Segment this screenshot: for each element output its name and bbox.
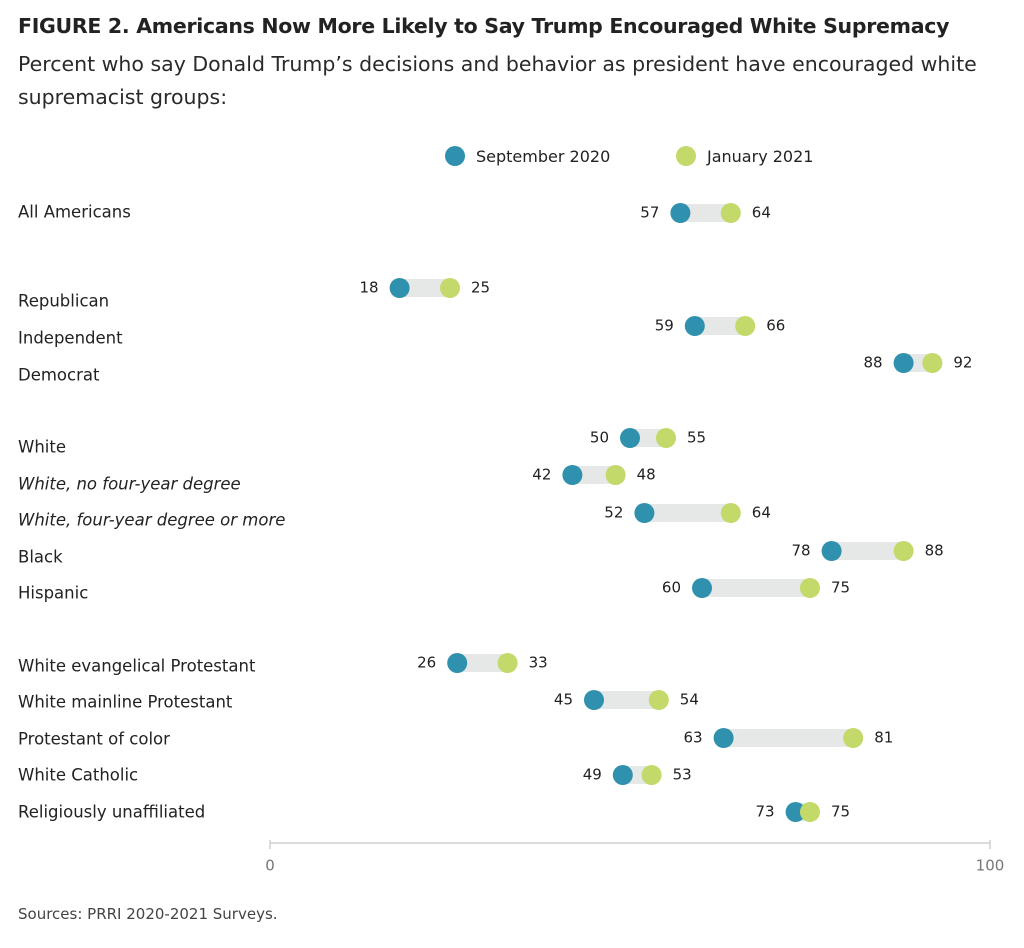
value-label-september-2020-protestant-of-color: 63 xyxy=(684,729,703,747)
row-label-black: Black xyxy=(18,548,63,567)
dot-january-2021-white xyxy=(656,428,676,448)
dot-january-2021-republican xyxy=(440,278,460,298)
value-label-january-2021-white-evangelical-protestant: 33 xyxy=(529,654,548,672)
legend-label-january-2021: January 2021 xyxy=(707,146,814,166)
range-bar-white-four-year-degree-or-more xyxy=(644,504,731,522)
legend-dot-september-2020 xyxy=(445,146,465,166)
row-label-religiously-unaffiliated: Religiously unaffiliated xyxy=(18,803,205,822)
row-label-white-four-year-degree-or-more: White, four-year degree or more xyxy=(18,511,285,530)
value-label-january-2021-white-four-year-degree-or-more: 64 xyxy=(752,504,771,522)
chart-title: FIGURE 2. Americans Now More Likely to S… xyxy=(18,14,950,38)
dot-january-2021-religiously-unaffiliated xyxy=(800,802,820,822)
dot-january-2021-hispanic xyxy=(800,578,820,598)
legend-item-january-2021: January 2021 xyxy=(676,143,813,169)
dot-january-2021-white-catholic xyxy=(641,765,662,785)
dot-september-2020-white-catholic xyxy=(612,765,633,785)
range-bar-protestant-of-color xyxy=(723,729,854,747)
row-label-all-americans: All Americans xyxy=(18,203,131,222)
value-label-january-2021-all-americans: 64 xyxy=(752,204,771,222)
dot-september-2020-independent xyxy=(684,316,705,336)
row-label-republican: Republican xyxy=(18,292,109,311)
value-label-september-2020-democrat: 88 xyxy=(864,354,883,372)
range-bar-white-mainline-protestant xyxy=(594,691,659,709)
value-label-september-2020-religiously-unaffiliated: 73 xyxy=(756,803,775,821)
dot-january-2021-all-americans xyxy=(720,203,741,223)
dot-january-2021-white-no-four-year-degree xyxy=(605,465,626,485)
dot-september-2020-hispanic xyxy=(692,578,712,598)
row-label-democrat: Democrat xyxy=(18,366,100,385)
value-label-january-2021-black: 88 xyxy=(925,542,944,560)
value-label-september-2020-white: 50 xyxy=(590,429,609,447)
x-tick-label-100: 100 xyxy=(976,857,1005,875)
value-label-september-2020-republican: 18 xyxy=(360,279,379,297)
dot-january-2021-protestant-of-color xyxy=(843,728,864,748)
value-label-september-2020-white-four-year-degree-or-more: 52 xyxy=(604,504,623,522)
value-label-january-2021-white-catholic: 53 xyxy=(673,766,692,784)
dot-september-2020-all-americans xyxy=(670,203,691,223)
legend-dot-january-2021 xyxy=(676,146,696,166)
value-label-september-2020-white-no-four-year-degree: 42 xyxy=(532,466,551,484)
value-label-january-2021-democrat: 92 xyxy=(953,354,972,372)
value-label-september-2020-all-americans: 57 xyxy=(640,204,659,222)
row-label-white-evangelical-protestant: White evangelical Protestant xyxy=(18,657,256,676)
value-label-january-2021-white: 55 xyxy=(687,429,706,447)
dot-september-2020-white-mainline-protestant xyxy=(584,690,604,710)
dot-september-2020-white xyxy=(620,428,640,448)
range-bar-white-no-four-year-degree xyxy=(572,466,616,484)
dot-january-2021-white-four-year-degree-or-more xyxy=(720,503,741,523)
dot-september-2020-white-no-four-year-degree xyxy=(562,465,583,485)
dot-january-2021-white-mainline-protestant xyxy=(648,690,669,710)
value-label-january-2021-protestant-of-color: 81 xyxy=(874,729,893,747)
x-tick-label-0: 0 xyxy=(265,857,275,875)
row-label-white-mainline-protestant: White mainline Protestant xyxy=(18,693,233,712)
row-label-independent: Independent xyxy=(18,329,123,348)
range-bar-independent xyxy=(694,317,746,335)
range-bar-republican xyxy=(399,279,450,297)
value-label-january-2021-republican: 25 xyxy=(471,279,490,297)
value-label-january-2021-religiously-unaffiliated: 75 xyxy=(831,803,850,821)
row-label-white-catholic: White Catholic xyxy=(18,766,138,785)
value-label-september-2020-white-mainline-protestant: 45 xyxy=(554,691,573,709)
dot-september-2020-democrat xyxy=(893,353,914,373)
range-bar-black xyxy=(831,542,904,560)
range-bar-white-evangelical-protestant xyxy=(457,654,508,672)
legend: September 2020 January 2021 xyxy=(0,143,1024,169)
dot-january-2021-democrat xyxy=(922,353,943,373)
dot-september-2020-protestant-of-color xyxy=(713,728,734,748)
dot-september-2020-religiously-unaffiliated xyxy=(785,802,806,822)
value-label-september-2020-hispanic: 60 xyxy=(662,579,681,597)
dot-january-2021-independent xyxy=(735,316,756,336)
value-label-january-2021-hispanic: 75 xyxy=(831,579,850,597)
value-label-september-2020-independent: 59 xyxy=(655,317,674,335)
dot-september-2020-white-evangelical-protestant xyxy=(447,653,468,673)
row-label-protestant-of-color: Protestant of color xyxy=(18,730,170,749)
value-label-january-2021-white-mainline-protestant: 54 xyxy=(680,691,699,709)
value-label-september-2020-black: 78 xyxy=(792,542,811,560)
dot-september-2020-black xyxy=(821,541,842,561)
value-label-january-2021-independent: 66 xyxy=(766,317,785,335)
row-label-white-no-four-year-degree: White, no four-year degree xyxy=(18,475,241,494)
range-bar-all-americans xyxy=(680,204,731,222)
legend-label-september-2020: September 2020 xyxy=(476,146,611,166)
row-label-white: White xyxy=(18,438,66,457)
value-label-september-2020-white-catholic: 49 xyxy=(583,766,602,784)
legend-item-september-2020: September 2020 xyxy=(445,143,610,169)
chart-subtitle: Percent who say Donald Trump’s decisions… xyxy=(18,52,977,109)
dot-january-2021-white-evangelical-protestant xyxy=(497,653,518,673)
dot-september-2020-white-four-year-degree-or-more xyxy=(634,503,655,523)
range-bar-hispanic xyxy=(702,579,810,597)
range-bar-white xyxy=(630,429,666,447)
dot-january-2021-black xyxy=(893,541,914,561)
row-label-hispanic: Hispanic xyxy=(18,584,88,603)
value-label-september-2020-white-evangelical-protestant: 26 xyxy=(417,654,436,672)
dot-september-2020-republican xyxy=(389,278,410,298)
source-note: Sources: PRRI 2020-2021 Surveys. xyxy=(18,905,278,923)
value-label-january-2021-white-no-four-year-degree: 48 xyxy=(637,466,656,484)
